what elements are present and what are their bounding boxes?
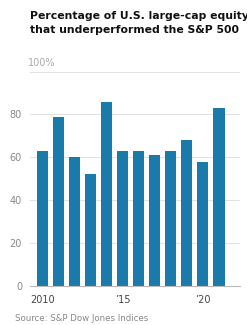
Bar bbox=[197, 162, 208, 286]
Bar bbox=[101, 101, 112, 286]
Bar bbox=[149, 155, 160, 286]
Bar bbox=[165, 151, 176, 286]
Bar bbox=[53, 117, 64, 286]
Bar bbox=[85, 175, 96, 286]
Bar bbox=[181, 140, 192, 286]
Text: Source: S&P Dow Jones Indices: Source: S&P Dow Jones Indices bbox=[15, 314, 148, 323]
Bar bbox=[69, 157, 80, 286]
Text: Percentage of U.S. large-cap equity funds
that underperformed the S&P 500: Percentage of U.S. large-cap equity fund… bbox=[30, 11, 247, 34]
Bar bbox=[133, 151, 144, 286]
Text: 100%: 100% bbox=[27, 58, 55, 68]
Bar bbox=[117, 151, 128, 286]
Bar bbox=[213, 108, 225, 286]
Bar bbox=[37, 151, 48, 286]
